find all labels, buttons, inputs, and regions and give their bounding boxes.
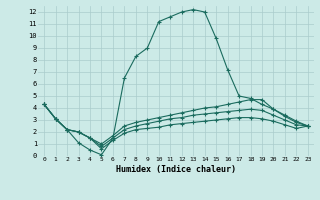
X-axis label: Humidex (Indice chaleur): Humidex (Indice chaleur) xyxy=(116,165,236,174)
